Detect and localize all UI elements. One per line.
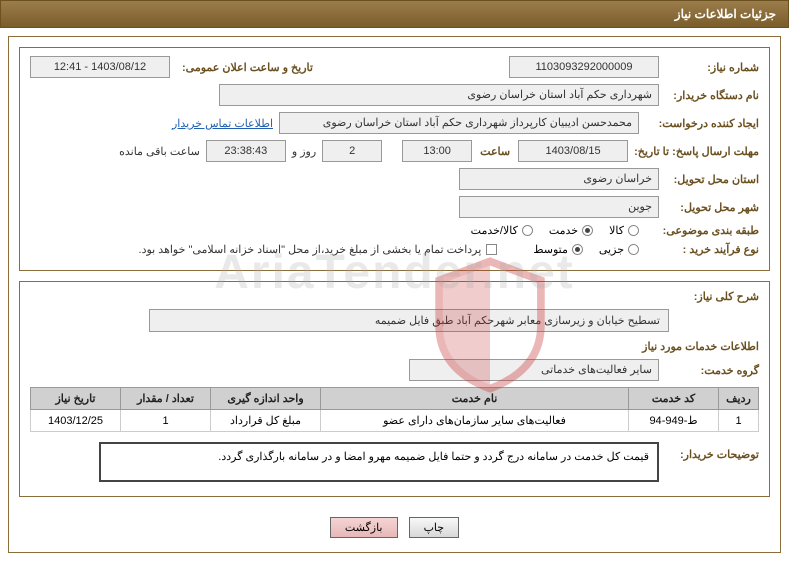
page-title: جزئیات اطلاعات نیاز bbox=[675, 7, 776, 21]
form-panel: شماره نیاز: 1103093292000009 تاریخ و ساع… bbox=[19, 47, 770, 271]
radio-medium-group[interactable]: متوسط bbox=[533, 243, 583, 256]
radio-goods-group[interactable]: کالا bbox=[609, 224, 639, 237]
row-process-type: نوع فرآیند خرید : جزیی متوسط پرداخت تمام… bbox=[30, 243, 759, 256]
deadline-time-value: 13:00 bbox=[402, 140, 472, 162]
service-group-value: سایر فعالیت‌های خدماتی bbox=[409, 359, 659, 381]
radio-goods-service-label: کالا/خدمت bbox=[471, 224, 518, 237]
days-and-label: روز و bbox=[292, 145, 316, 158]
radio-minor-dot bbox=[628, 244, 639, 255]
th-code: کد خدمت bbox=[629, 388, 719, 410]
th-unit: واحد اندازه گیری bbox=[211, 388, 321, 410]
row-buyer-notes: توضیحات خریدار: قیمت کل خدمت در سامانه د… bbox=[30, 442, 759, 482]
detail-panel: شرح کلی نیاز: تسطیح خیابان و زیرسازی معا… bbox=[19, 281, 770, 497]
service-group-label: گروه خدمت: bbox=[659, 364, 759, 377]
radio-goods-dot bbox=[628, 225, 639, 236]
th-row: ردیف bbox=[719, 388, 759, 410]
need-desc-label: شرح کلی نیاز: bbox=[659, 290, 759, 303]
deliv-prov-value: خراسان رضوی bbox=[459, 168, 659, 190]
td-name: فعالیت‌های سایر سازمان‌های دارای عضو bbox=[321, 410, 629, 432]
deliv-prov-label: استان محل تحویل: bbox=[659, 173, 759, 186]
row-deadline: مهلت ارسال پاسخ: تا تاریخ: 1403/08/15 سا… bbox=[30, 140, 759, 162]
row-requester: ایجاد کننده درخواست: محمدحسن ادیبیان کار… bbox=[30, 112, 759, 134]
radio-medium-label: متوسط bbox=[533, 243, 568, 256]
table-row: 1 ط-949-94 فعالیت‌های سایر سازمان‌های دا… bbox=[31, 410, 759, 432]
button-row: چاپ بازگشت bbox=[19, 507, 770, 542]
time-left-value: 23:38:43 bbox=[206, 140, 286, 162]
process-type-label: نوع فرآیند خرید : bbox=[639, 243, 759, 256]
radio-service-dot bbox=[582, 225, 593, 236]
contact-link[interactable]: اطلاعات تماس خریدار bbox=[172, 117, 273, 130]
row-deliv-city: شهر محل تحویل: جوین bbox=[30, 196, 759, 218]
radio-service-group[interactable]: خدمت bbox=[549, 224, 593, 237]
print-button[interactable]: چاپ bbox=[409, 517, 460, 538]
row-buyer-org: نام دستگاه خریدار: شهرداری حکم آباد استا… bbox=[30, 84, 759, 106]
need-number-label: شماره نیاز: bbox=[659, 61, 759, 74]
table-body: 1 ط-949-94 فعالیت‌های سایر سازمان‌های دا… bbox=[31, 410, 759, 432]
deliv-city-label: شهر محل تحویل: bbox=[659, 201, 759, 214]
deliv-city-value: جوین bbox=[459, 196, 659, 218]
need-number-value: 1103093292000009 bbox=[509, 56, 659, 78]
table-head: ردیف کد خدمت نام خدمت واحد اندازه گیری ت… bbox=[31, 388, 759, 410]
td-row: 1 bbox=[719, 410, 759, 432]
td-unit: مبلغ کل قرارداد bbox=[211, 410, 321, 432]
announce-dt-value: 1403/08/12 - 12:41 bbox=[30, 56, 170, 78]
remain-label: ساعت باقی مانده bbox=[119, 145, 200, 158]
row-need-number: شماره نیاز: 1103093292000009 تاریخ و ساع… bbox=[30, 56, 759, 78]
main-panel: شماره نیاز: 1103093292000009 تاریخ و ساع… bbox=[8, 36, 781, 553]
requester-value: محمدحسن ادیبیان کارپرداز شهرداری حکم آبا… bbox=[279, 112, 639, 134]
services-table: ردیف کد خدمت نام خدمت واحد اندازه گیری ت… bbox=[30, 387, 759, 432]
td-code: ط-949-94 bbox=[629, 410, 719, 432]
requester-label: ایجاد کننده درخواست: bbox=[639, 117, 759, 130]
td-qty: 1 bbox=[121, 410, 211, 432]
th-date: تاریخ نیاز bbox=[31, 388, 121, 410]
buyer-notes-box: قیمت کل خدمت در سامانه درج گردد و حتما ف… bbox=[99, 442, 659, 482]
radio-medium-dot bbox=[572, 244, 583, 255]
treasury-checkbox[interactable] bbox=[486, 244, 497, 255]
radio-goods-service-group[interactable]: کالا/خدمت bbox=[471, 224, 533, 237]
need-desc-box: تسطیح خیابان و زیرسازی معابر شهرحکم آباد… bbox=[149, 309, 669, 332]
back-button[interactable]: بازگشت bbox=[330, 517, 398, 538]
page-header: جزئیات اطلاعات نیاز bbox=[0, 0, 789, 28]
buyer-org-value: شهرداری حکم آباد استان خراسان رضوی bbox=[219, 84, 659, 106]
th-qty: تعداد / مقدار bbox=[121, 388, 211, 410]
radio-service-label: خدمت bbox=[549, 224, 578, 237]
days-count-value: 2 bbox=[322, 140, 382, 162]
subject-cat-label: طبقه بندی موضوعی: bbox=[639, 224, 759, 237]
td-date: 1403/12/25 bbox=[31, 410, 121, 432]
row-need-desc: شرح کلی نیاز: bbox=[30, 290, 759, 303]
radio-minor-label: جزیی bbox=[599, 243, 624, 256]
radio-goods-service-dot bbox=[522, 225, 533, 236]
radio-goods-label: کالا bbox=[609, 224, 624, 237]
deadline-label: مهلت ارسال پاسخ: تا تاریخ: bbox=[628, 145, 759, 158]
th-name: نام خدمت bbox=[321, 388, 629, 410]
treasury-note: پرداخت تمام یا بخشی از مبلغ خرید،از محل … bbox=[139, 243, 482, 256]
buyer-notes-label: توضیحات خریدار: bbox=[659, 442, 759, 461]
announce-dt-label: تاریخ و ساعت اعلان عمومی: bbox=[176, 61, 313, 74]
row-deliv-prov: استان محل تحویل: خراسان رضوی bbox=[30, 168, 759, 190]
row-subject-cat: طبقه بندی موضوعی: کالا خدمت کالا/خدمت bbox=[30, 224, 759, 237]
time-label: ساعت bbox=[480, 145, 510, 158]
services-heading: اطلاعات خدمات مورد نیاز bbox=[30, 340, 759, 353]
deadline-date-value: 1403/08/15 bbox=[518, 140, 628, 162]
row-service-group: گروه خدمت: سایر فعالیت‌های خدماتی bbox=[30, 359, 759, 381]
radio-minor-group[interactable]: جزیی bbox=[599, 243, 639, 256]
buyer-org-label: نام دستگاه خریدار: bbox=[659, 89, 759, 102]
